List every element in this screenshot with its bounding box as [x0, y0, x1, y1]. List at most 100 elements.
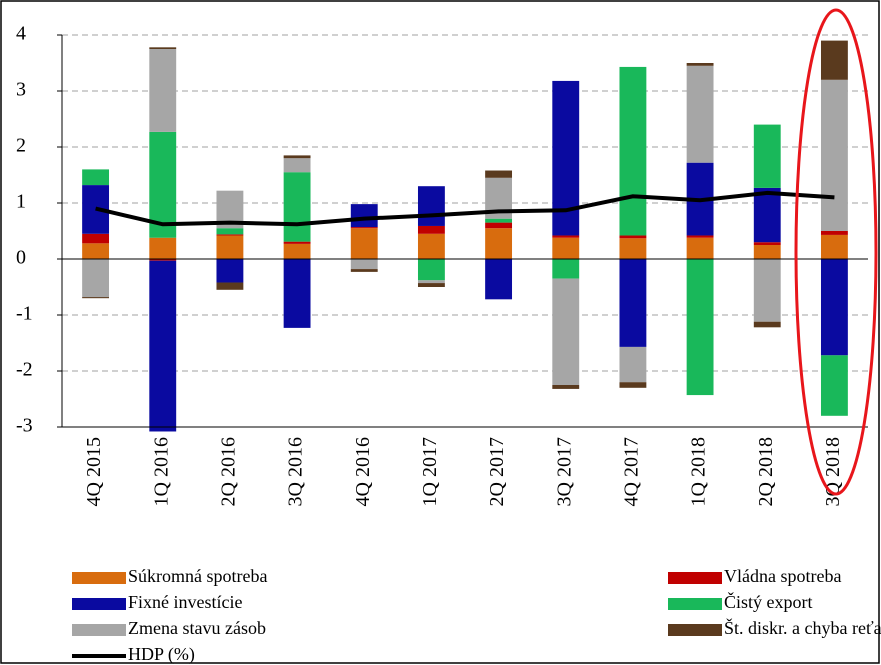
- x-tick-label: 3Q 2017: [553, 437, 575, 506]
- bar-segment: [216, 228, 244, 235]
- bar-segment: [552, 237, 580, 259]
- bar-segment: [283, 172, 311, 242]
- y-tick-label: 2: [16, 135, 26, 157]
- bar-segment: [619, 235, 647, 239]
- bar-segment: [350, 269, 378, 272]
- x-tick-label: 3Q 2016: [285, 437, 307, 506]
- legend-swatch: [72, 598, 126, 610]
- legend-label: Vládna spotreba: [724, 566, 841, 586]
- y-tick-label: 1: [16, 191, 26, 213]
- bar-segment: [686, 235, 714, 238]
- bar-segment: [686, 259, 714, 396]
- bar-segment: [820, 355, 848, 416]
- bar-segment: [686, 237, 714, 259]
- x-tick-label: 2Q 2017: [486, 437, 508, 506]
- bar-segment: [552, 235, 580, 238]
- bar-segment: [283, 155, 311, 159]
- y-tick-label: 3: [16, 79, 26, 101]
- legend-label: Št. diskr. a chyba reťazenia: [724, 617, 881, 638]
- bar-segment: [619, 346, 647, 383]
- bar-segment: [820, 259, 848, 356]
- bar-segment: [82, 169, 110, 186]
- x-tick-label: 4Q 2015: [83, 437, 105, 506]
- y-tick-label: 4: [16, 23, 26, 45]
- bar-segment: [552, 278, 580, 385]
- bar-segment: [216, 282, 244, 290]
- bar-segment: [82, 259, 110, 298]
- y-tick-label: 0: [16, 247, 26, 269]
- legend-label: Zmena stavu zásob: [128, 618, 266, 638]
- bar-segment: [417, 280, 445, 284]
- legend-swatch: [668, 598, 722, 610]
- x-tick-label: 4Q 2016: [352, 437, 374, 506]
- bar-segment: [149, 259, 177, 261]
- bar-segment: [753, 245, 781, 259]
- bar-segment: [552, 385, 580, 389]
- bar-segment: [149, 47, 177, 49]
- bar-segment: [619, 382, 647, 388]
- bar-segment: [485, 259, 513, 300]
- bar-segment: [350, 227, 378, 229]
- bar-segment: [485, 218, 513, 223]
- legend-label: Súkromná spotreba: [128, 566, 267, 586]
- bar-segment: [753, 242, 781, 245]
- bar-segment: [417, 233, 445, 259]
- bar-segment: [149, 49, 177, 132]
- legend-swatch: [668, 572, 722, 584]
- bar-segment: [417, 186, 445, 226]
- x-tick-label: 2Q 2018: [755, 437, 777, 506]
- x-tick-label: 2Q 2016: [218, 437, 240, 506]
- bar-segment: [686, 65, 714, 163]
- bar-segment: [485, 170, 513, 178]
- legend-label: HDP (%): [128, 644, 195, 665]
- legend-swatch: [72, 624, 126, 636]
- bar-segment: [686, 63, 714, 66]
- bar-segment: [350, 228, 378, 259]
- y-tick-label: -2: [16, 359, 33, 381]
- bar-segment: [350, 204, 378, 228]
- bar-segment: [283, 259, 311, 328]
- legend-swatch: [72, 572, 126, 584]
- bar-segment: [283, 243, 311, 259]
- legend-label: Fixné investície: [128, 592, 242, 612]
- bar-segment: [485, 222, 513, 229]
- highlight-ellipse: [794, 8, 878, 496]
- bar-segment: [417, 225, 445, 234]
- hdp-line: [95, 190, 835, 227]
- bar-segment: [753, 124, 781, 188]
- legend-label: Čistý export: [724, 591, 813, 612]
- bar-segment: [82, 243, 110, 259]
- bar-segment: [350, 259, 378, 270]
- bar-segment: [619, 238, 647, 259]
- bar-segment: [417, 259, 445, 281]
- bar-segment: [283, 158, 311, 173]
- legend-swatch: [668, 624, 722, 636]
- bar-segment: [149, 131, 177, 238]
- bar-segment: [820, 234, 848, 259]
- x-tick-label: 3Q 2018: [822, 437, 844, 506]
- y-tick-label: -1: [16, 303, 33, 325]
- x-tick-label: 1Q 2017: [419, 437, 441, 506]
- bar-segment: [619, 259, 647, 347]
- x-tick-label: 1Q 2016: [150, 437, 172, 506]
- bar-segment: [283, 241, 311, 244]
- bar-segment: [417, 283, 445, 287]
- x-tick-label: 1Q 2018: [688, 437, 710, 506]
- bar-segment: [753, 321, 781, 328]
- bar-segment: [619, 66, 647, 236]
- bar-segment: [216, 235, 244, 259]
- x-tick-label: 4Q 2017: [621, 437, 643, 506]
- bar-segment: [753, 187, 781, 243]
- bar-segment: [552, 259, 580, 279]
- bar-segment: [820, 231, 848, 235]
- bar-segment: [82, 297, 110, 299]
- bar-segment: [753, 259, 781, 322]
- bar-segment: [485, 228, 513, 259]
- bar-segment: [149, 260, 177, 432]
- bar-segment: [216, 259, 244, 283]
- bar-segment: [820, 79, 848, 231]
- y-tick-label: -3: [16, 415, 33, 437]
- bar-segment: [216, 234, 244, 236]
